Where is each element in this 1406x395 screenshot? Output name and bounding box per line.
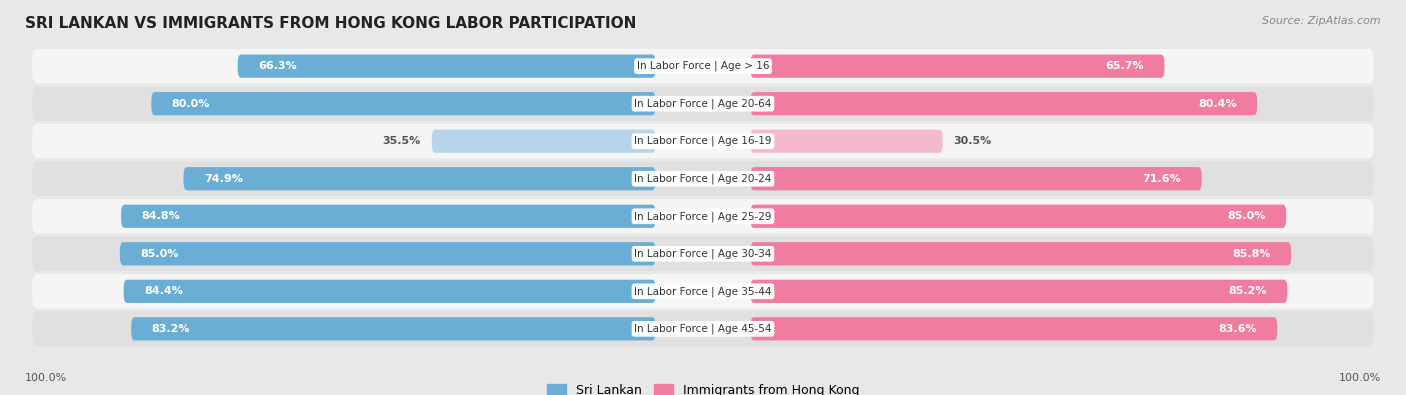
Text: 65.7%: 65.7%	[1105, 61, 1144, 71]
FancyBboxPatch shape	[238, 55, 655, 78]
Text: 84.8%: 84.8%	[142, 211, 180, 221]
FancyBboxPatch shape	[751, 55, 1164, 78]
Text: In Labor Force | Age > 16: In Labor Force | Age > 16	[637, 61, 769, 71]
Text: 100.0%: 100.0%	[25, 373, 67, 383]
Text: 35.5%: 35.5%	[382, 136, 420, 146]
FancyBboxPatch shape	[32, 274, 1374, 308]
Text: In Labor Force | Age 35-44: In Labor Force | Age 35-44	[634, 286, 772, 297]
FancyBboxPatch shape	[32, 237, 1374, 271]
Text: 85.2%: 85.2%	[1229, 286, 1267, 296]
Text: 30.5%: 30.5%	[953, 136, 991, 146]
FancyBboxPatch shape	[751, 167, 1202, 190]
Text: Source: ZipAtlas.com: Source: ZipAtlas.com	[1263, 16, 1381, 26]
Text: In Labor Force | Age 45-54: In Labor Force | Age 45-54	[634, 324, 772, 334]
Text: 66.3%: 66.3%	[259, 61, 297, 71]
FancyBboxPatch shape	[432, 130, 655, 153]
Text: In Labor Force | Age 20-24: In Labor Force | Age 20-24	[634, 173, 772, 184]
Text: 74.9%: 74.9%	[204, 174, 243, 184]
FancyBboxPatch shape	[121, 205, 655, 228]
FancyBboxPatch shape	[184, 167, 655, 190]
FancyBboxPatch shape	[152, 92, 655, 115]
Text: 80.0%: 80.0%	[172, 99, 209, 109]
Text: In Labor Force | Age 20-64: In Labor Force | Age 20-64	[634, 98, 772, 109]
Text: In Labor Force | Age 16-19: In Labor Force | Age 16-19	[634, 136, 772, 147]
Text: SRI LANKAN VS IMMIGRANTS FROM HONG KONG LABOR PARTICIPATION: SRI LANKAN VS IMMIGRANTS FROM HONG KONG …	[25, 16, 637, 31]
Text: 83.2%: 83.2%	[152, 324, 190, 334]
Text: 80.4%: 80.4%	[1198, 99, 1237, 109]
FancyBboxPatch shape	[120, 242, 655, 265]
FancyBboxPatch shape	[131, 317, 655, 340]
Text: In Labor Force | Age 30-34: In Labor Force | Age 30-34	[634, 248, 772, 259]
FancyBboxPatch shape	[751, 92, 1257, 115]
FancyBboxPatch shape	[124, 280, 655, 303]
Text: 71.6%: 71.6%	[1143, 174, 1181, 184]
FancyBboxPatch shape	[751, 317, 1277, 340]
FancyBboxPatch shape	[751, 205, 1286, 228]
FancyBboxPatch shape	[32, 162, 1374, 196]
Text: 85.8%: 85.8%	[1233, 249, 1271, 259]
Text: In Labor Force | Age 25-29: In Labor Force | Age 25-29	[634, 211, 772, 222]
Text: 85.0%: 85.0%	[1227, 211, 1265, 221]
Legend: Sri Lankan, Immigrants from Hong Kong: Sri Lankan, Immigrants from Hong Kong	[541, 379, 865, 395]
FancyBboxPatch shape	[32, 87, 1374, 121]
FancyBboxPatch shape	[32, 199, 1374, 233]
FancyBboxPatch shape	[751, 280, 1288, 303]
FancyBboxPatch shape	[32, 124, 1374, 158]
FancyBboxPatch shape	[32, 49, 1374, 83]
Text: 100.0%: 100.0%	[1339, 373, 1381, 383]
FancyBboxPatch shape	[751, 242, 1291, 265]
FancyBboxPatch shape	[751, 130, 942, 153]
FancyBboxPatch shape	[32, 312, 1374, 346]
Text: 83.6%: 83.6%	[1219, 324, 1257, 334]
Text: 84.4%: 84.4%	[143, 286, 183, 296]
Text: 85.0%: 85.0%	[141, 249, 179, 259]
